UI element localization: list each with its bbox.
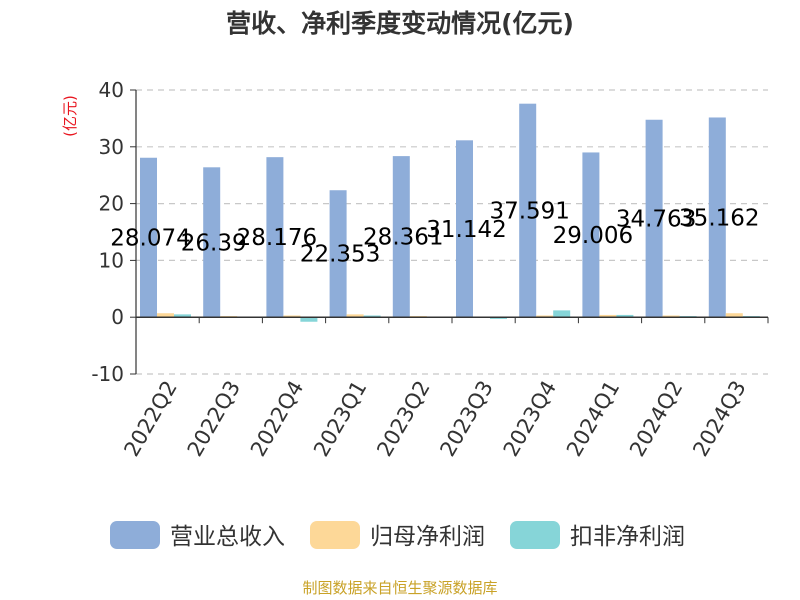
bar-2-2023Q4 [536, 315, 554, 318]
data-label-2023Q1: 22.353 [300, 242, 380, 268]
x-tick-label: 2023Q1 [309, 377, 371, 461]
y-tick-label: 30 [99, 135, 124, 159]
bar-1-2022Q3 [203, 167, 221, 318]
bar-2-2024Q2 [662, 315, 680, 318]
bar-1-2024Q3 [708, 117, 726, 318]
bar-1-2023Q1 [329, 190, 347, 318]
bar-1-2024Q2 [645, 119, 663, 318]
bar-1-2023Q3 [456, 140, 473, 318]
data-label-2024Q3: 35.162 [679, 205, 759, 231]
data-label-2024Q2: 34.763 [616, 206, 696, 232]
y-tick-label: 10 [99, 248, 124, 272]
x-tick-label: 2023Q4 [499, 377, 561, 461]
source-note: 制图数据来自恒生聚源数据库 [302, 579, 497, 597]
y-tick-label: 20 [99, 192, 124, 216]
legend-label-2: 归母净利润 [370, 524, 485, 550]
bar-2-2023Q1 [346, 314, 364, 318]
bar-1-2023Q2 [392, 156, 410, 318]
y-tick-label: 0 [111, 305, 124, 329]
legend-label-1: 营业总收入 [170, 524, 285, 550]
x-tick-label: 2024Q2 [625, 377, 687, 461]
chart-title: 营收、净利季度变动情况(亿元) [226, 9, 574, 38]
bar-2-2024Q1 [599, 314, 617, 318]
y-axis-label: (亿元) [61, 95, 79, 137]
y-tick-label: -10 [91, 362, 124, 386]
bars [140, 103, 760, 322]
x-tick-label: 2023Q2 [372, 377, 434, 461]
data-label-2023Q2: 28.361 [363, 225, 443, 251]
bar-3-2023Q1 [363, 315, 381, 318]
bar-3-2024Q1 [616, 314, 634, 318]
data-label-2023Q4: 37.591 [489, 198, 569, 224]
x-tick-label: 2022Q4 [246, 377, 308, 461]
x-tick-label: 2023Q3 [435, 376, 497, 460]
bar-2-2022Q2 [157, 313, 174, 318]
legend-swatch-2 [310, 521, 360, 549]
bar-2-2022Q4 [283, 315, 301, 318]
bar-1-2024Q1 [582, 152, 600, 318]
data-label-2024Q1: 29.006 [553, 223, 633, 249]
bar-3-2023Q4 [553, 310, 571, 318]
bar-1-2022Q4 [266, 157, 284, 318]
data-label-2022Q2: 28.074 [110, 225, 190, 251]
bar-3-2022Q2 [174, 314, 191, 318]
bar-2-2024Q3 [725, 313, 743, 318]
x-tick-label: 2022Q2 [119, 377, 181, 461]
legend-swatch-1 [110, 521, 160, 549]
legend-label-3: 扣非净利润 [570, 524, 685, 550]
bar-3-2023Q3 [490, 317, 507, 319]
legend-swatch-3 [510, 521, 560, 549]
data-labels: 28.07426.3928.17622.35328.36131.14237.59… [110, 198, 759, 267]
x-tick-label: 2022Q3 [183, 377, 245, 461]
data-label-2022Q4: 28.176 [237, 225, 317, 251]
bar-1-2023Q4 [519, 103, 537, 318]
x-tick-label: 2024Q1 [562, 377, 624, 461]
y-tick-label: 40 [99, 78, 124, 102]
data-label-2022Q3: 26.39 [181, 230, 247, 256]
bar-3-2022Q4 [300, 317, 318, 322]
data-label-2023Q3: 31.142 [426, 217, 506, 243]
legend: 营业总收入 归母净利润 扣非净利润 [110, 521, 685, 550]
bar-1-2022Q2 [140, 157, 157, 318]
x-tick-label: 2024Q3 [688, 377, 750, 461]
